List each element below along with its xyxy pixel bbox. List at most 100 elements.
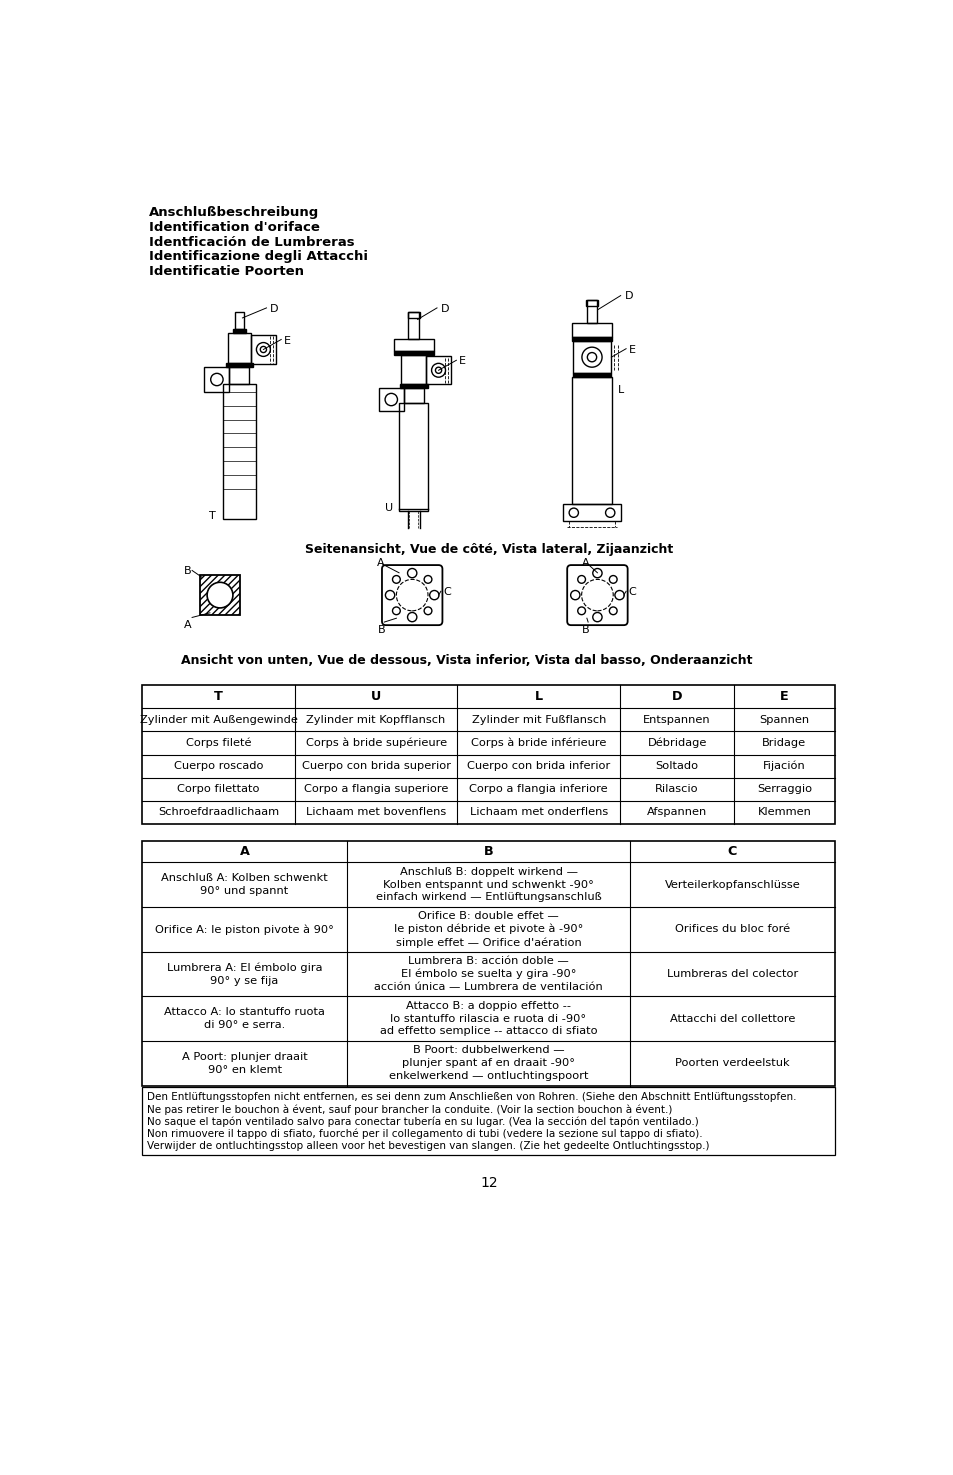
Text: A: A	[239, 845, 250, 858]
Text: Cuerpo con brida superior: Cuerpo con brida superior	[301, 761, 450, 771]
Text: Poorten verdeelstuk: Poorten verdeelstuk	[675, 1058, 789, 1068]
Text: Cuerpo con brida inferior: Cuerpo con brida inferior	[467, 761, 610, 771]
Text: Schroefdraadlichaam: Schroefdraadlichaam	[158, 807, 279, 817]
Text: Anschlußbeschreibung: Anschlußbeschreibung	[149, 207, 318, 220]
Bar	[403, 388, 423, 403]
Bar	[426, 357, 451, 384]
Text: Den Entlüftungsstopfen nicht entfernen, es sei denn zum Anschließen von Rohren. : Den Entlüftungsstopfen nicht entfernen, …	[147, 1092, 796, 1102]
Bar	[204, 367, 229, 392]
Text: D: D	[624, 291, 633, 301]
Text: Orifice B: double effet —
le piston débride et pivote à -90°
simple effet — Orif: Orifice B: double effet — le piston débr…	[394, 912, 582, 948]
Text: Corps fileté: Corps fileté	[186, 738, 251, 748]
Text: Orifice A: le piston pivote à 90°: Orifice A: le piston pivote à 90°	[155, 923, 334, 935]
Text: Zylinder mit Fußflansch: Zylinder mit Fußflansch	[471, 715, 605, 724]
Text: E: E	[780, 690, 788, 704]
Text: Zylinder mit Außengewinde: Zylinder mit Außengewinde	[139, 715, 297, 724]
Bar	[407, 311, 419, 319]
Text: U: U	[371, 690, 381, 704]
Text: Cuerpo roscado: Cuerpo roscado	[173, 761, 263, 771]
Text: Lichaam met onderflens: Lichaam met onderflens	[469, 807, 607, 817]
Text: Lumbrera A: El émbolo gira
90° y se fija: Lumbrera A: El émbolo gira 90° y se fija	[167, 962, 322, 985]
Text: E: E	[283, 336, 291, 345]
Text: Corpo a flangia inferiore: Corpo a flangia inferiore	[469, 785, 607, 794]
Text: Débridage: Débridage	[647, 738, 706, 748]
Bar	[399, 384, 427, 388]
Text: T: T	[209, 512, 215, 521]
Bar	[572, 341, 611, 373]
Bar	[394, 351, 434, 355]
Text: Corpo filettato: Corpo filettato	[177, 785, 259, 794]
Text: L: L	[534, 690, 542, 704]
Text: Non rimuovere il tappo di sfiato, fuorché per il collegamento di tubi (vedere la: Non rimuovere il tappo di sfiato, fuorch…	[147, 1128, 702, 1139]
Text: C: C	[443, 587, 451, 597]
Text: Seitenansicht, Vue de côté, Vista lateral, Zijaanzicht: Seitenansicht, Vue de côté, Vista latera…	[304, 543, 673, 556]
Bar	[142, 1087, 834, 1155]
Text: Identification d'oriface: Identification d'oriface	[149, 221, 319, 235]
Text: Anschluß B: doppelt wirkend —
Kolben entspannt und schwenkt -90°
einfach wirkend: Anschluß B: doppelt wirkend — Kolben ent…	[375, 867, 600, 903]
Bar	[233, 329, 245, 332]
Text: Ne pas retirer le bouchon à évent, sauf pour brancher la conduite. (Voir la sect: Ne pas retirer le bouchon à évent, sauf …	[147, 1105, 672, 1115]
Text: Verwijder de ontluchtingsstop alleen voor het bevestigen van slangen. (Zie het g: Verwijder de ontluchtingsstop alleen voo…	[147, 1142, 709, 1150]
Text: Bridage: Bridage	[761, 738, 805, 748]
Text: Afspannen: Afspannen	[646, 807, 706, 817]
Text: T: T	[214, 690, 223, 704]
Text: A: A	[184, 620, 192, 630]
Text: Fijación: Fijación	[762, 761, 805, 771]
Text: Rilascio: Rilascio	[655, 785, 699, 794]
Text: B Poort: dubbelwerkend —
plunjer spant af en draait -90°
enkelwerkend — ontlucht: B Poort: dubbelwerkend — plunjer spant a…	[389, 1046, 588, 1081]
Text: Spannen: Spannen	[759, 715, 808, 724]
Text: 12: 12	[479, 1177, 497, 1190]
Text: Entspannen: Entspannen	[642, 715, 710, 724]
Text: Corps à bride supérieure: Corps à bride supérieure	[305, 738, 446, 748]
Text: Corpo a flangia superiore: Corpo a flangia superiore	[304, 785, 448, 794]
Bar	[562, 504, 620, 521]
Bar	[398, 403, 428, 512]
Bar	[234, 311, 244, 329]
Text: No saque el tapón ventilado salvo para conectar tubería en su lugar. (Vea la sec: No saque el tapón ventilado salvo para c…	[147, 1117, 699, 1127]
Text: D: D	[671, 690, 681, 704]
Bar	[228, 332, 251, 363]
Text: E: E	[628, 345, 635, 355]
Text: Soltado: Soltado	[655, 761, 698, 771]
Text: U: U	[385, 503, 393, 513]
Bar	[229, 367, 249, 384]
Text: Anschluß A: Kolben schwenkt
90° und spannt: Anschluß A: Kolben schwenkt 90° und span…	[161, 873, 328, 895]
Text: Identificatie Poorten: Identificatie Poorten	[149, 266, 303, 277]
Text: B: B	[377, 625, 385, 636]
Text: Lichaam met bovenflens: Lichaam met bovenflens	[306, 807, 446, 817]
Text: D: D	[270, 304, 278, 314]
Text: Klemmen: Klemmen	[757, 807, 810, 817]
Bar	[408, 311, 418, 339]
Text: L: L	[618, 385, 624, 395]
Text: D: D	[440, 304, 449, 314]
Text: Lumbreras del colector: Lumbreras del colector	[666, 969, 798, 979]
Bar	[251, 335, 275, 364]
Text: Lumbrera B: acción doble —
El émbolo se suelta y gira -90°
acción única — Lumbre: Lumbrera B: acción doble — El émbolo se …	[374, 956, 602, 993]
Text: Attacco B: a doppio effetto --
lo stantuffo rilascia e ruota di -90°
ad effetto : Attacco B: a doppio effetto -- lo stantu…	[379, 1002, 597, 1037]
Bar	[586, 301, 597, 323]
Text: B: B	[581, 625, 589, 636]
Bar	[199, 575, 240, 615]
Bar	[394, 339, 434, 351]
Text: C: C	[628, 587, 636, 597]
Text: A: A	[376, 558, 384, 568]
Bar	[378, 388, 403, 412]
Circle shape	[207, 583, 233, 608]
Bar	[571, 378, 612, 504]
Text: Zylinder mit Kopfflansch: Zylinder mit Kopfflansch	[306, 715, 445, 724]
Bar	[142, 841, 834, 1086]
Text: Serraggio: Serraggio	[756, 785, 811, 794]
Text: C: C	[727, 845, 737, 858]
Text: Attacco A: lo stantuffo ruota
di 90° e serra.: Attacco A: lo stantuffo ruota di 90° e s…	[164, 1007, 325, 1030]
Text: Identificazione degli Attacchi: Identificazione degli Attacchi	[149, 251, 367, 263]
Text: Corps à bride inférieure: Corps à bride inférieure	[471, 738, 606, 748]
Text: Orifices du bloc foré: Orifices du bloc foré	[674, 925, 789, 934]
Bar	[571, 323, 612, 338]
Text: B: B	[483, 845, 493, 858]
Text: Ansicht von unten, Vue de dessous, Vista inferior, Vista dal basso, Onderaanzich: Ansicht von unten, Vue de dessous, Vista…	[181, 655, 752, 667]
Bar	[585, 301, 598, 307]
Bar	[226, 363, 253, 367]
Text: A: A	[581, 558, 589, 568]
Text: Attacchi del collettore: Attacchi del collettore	[669, 1013, 795, 1024]
Bar	[142, 686, 834, 825]
